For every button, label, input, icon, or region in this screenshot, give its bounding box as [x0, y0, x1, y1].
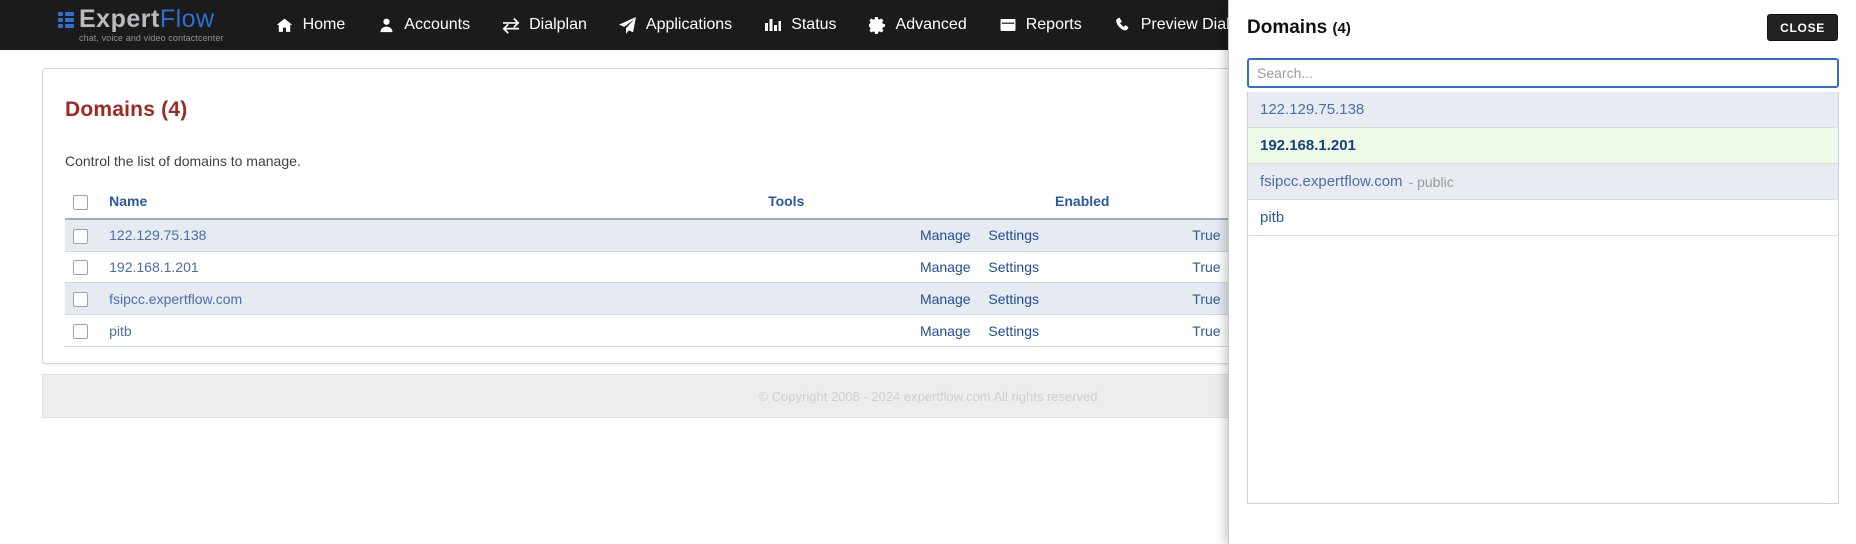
row-name-cell: pitb: [101, 314, 761, 347]
brand-tagline: chat, voice and video contactcenter: [79, 33, 224, 43]
panel-title-main: Domains: [1247, 17, 1328, 38]
nav-item-label: Accounts: [404, 16, 471, 33]
nav-item-label: Status: [791, 16, 837, 33]
row-name-cell: fsipcc.expertflow.com: [101, 282, 761, 316]
gear-icon: [869, 16, 887, 34]
row-name-cell: 192.168.1.201: [101, 251, 761, 284]
row-name-cell: 122.129.75.138: [101, 218, 761, 252]
nav-item-applications[interactable]: Applications: [603, 0, 748, 50]
row-tools-cell: Manage Settings: [760, 251, 1048, 284]
paper-plane-icon: [619, 16, 637, 34]
card-description: Control the list of domains to manage.: [65, 153, 301, 169]
list-item-name: 192.168.1.201: [1260, 137, 1356, 154]
nav-item-label: Advanced: [895, 16, 967, 33]
exchange-arrows-icon: [502, 16, 520, 34]
phone-icon: [1114, 16, 1132, 34]
list-item-name: 122.129.75.138: [1260, 101, 1365, 118]
nav-item-label: Reports: [1025, 16, 1082, 33]
search-input[interactable]: [1247, 58, 1839, 88]
domain-name-link[interactable]: fsipcc.expertflow.com: [109, 290, 243, 307]
row-select-cell: [65, 282, 102, 316]
domain-name-link[interactable]: 122.129.75.138: [109, 227, 207, 244]
panel-title-count: (4): [1332, 20, 1351, 37]
settings-link[interactable]: Settings: [988, 290, 1040, 307]
nav-item-dialplan[interactable]: Dialplan: [486, 0, 603, 50]
row-tools-cell: Manage Settings: [760, 282, 1048, 316]
nav-links: Home Accounts Dialplan Applications Stat: [260, 0, 1260, 50]
domain-selector-panel: Domains (4) CLOSE 122.129.75.138 192.168…: [1228, 0, 1856, 544]
manage-link[interactable]: Manage: [919, 290, 971, 307]
row-checkbox[interactable]: [73, 260, 88, 276]
list-empty-space: [1248, 236, 1838, 272]
row-tools-cell: Manage Settings: [760, 314, 1048, 347]
nav-item-reports[interactable]: Reports: [983, 0, 1098, 50]
copyright-text: © Copyright 2008 - 2024 expertflow.com A…: [758, 388, 1098, 404]
settings-link[interactable]: Settings: [988, 258, 1040, 275]
brand-name-light: Flow: [159, 5, 215, 33]
row-checkbox[interactable]: [73, 228, 88, 244]
list-item-sub: - public: [1408, 173, 1454, 190]
nav-item-label: Preview Dialer: [1140, 16, 1244, 33]
row-tools-cell: Manage Settings: [760, 218, 1048, 252]
brand-text: ExpertFlow chat, voice and video contact…: [79, 7, 224, 43]
row-checkbox[interactable]: [73, 292, 88, 308]
manage-link[interactable]: Manage: [919, 322, 971, 339]
manage-link[interactable]: Manage: [919, 258, 971, 275]
domain-list[interactable]: 122.129.75.138 192.168.1.201 fsipcc.expe…: [1247, 92, 1839, 504]
enabled-value: True: [1192, 322, 1221, 339]
home-icon: [276, 16, 294, 34]
page-title: Domains (4): [65, 98, 188, 121]
panel-header: Domains (4) CLOSE: [1229, 0, 1856, 56]
manage-link[interactable]: Manage: [919, 227, 971, 244]
close-button[interactable]: CLOSE: [1767, 14, 1838, 41]
nav-item-advanced[interactable]: Advanced: [853, 0, 983, 50]
row-select-cell: [65, 218, 102, 252]
enabled-value: True: [1192, 290, 1221, 307]
column-header-name[interactable]: Name: [101, 187, 761, 220]
nav-item-accounts[interactable]: Accounts: [361, 0, 486, 50]
row-select-cell: [65, 251, 102, 284]
domain-name-link[interactable]: pitb: [109, 322, 132, 339]
list-item-name: pitb: [1260, 209, 1285, 226]
row-select-cell: [65, 314, 102, 347]
window-icon: [999, 16, 1017, 34]
enabled-value: True: [1192, 258, 1221, 275]
nav-item-preview-dialer[interactable]: Preview Dialer: [1098, 0, 1260, 50]
nav-item-label: Applications: [645, 16, 733, 33]
settings-link[interactable]: Settings: [988, 322, 1040, 339]
column-header-tools: Tools: [760, 187, 1048, 220]
brand-name-strong: Expert: [79, 5, 160, 33]
panel-title: Domains (4): [1247, 17, 1351, 39]
nav-item-label: Dialplan: [529, 16, 587, 33]
list-item[interactable]: 192.168.1.201: [1248, 128, 1838, 164]
nav-item-label: Home: [302, 16, 346, 33]
row-checkbox[interactable]: [73, 323, 88, 339]
user-icon: [377, 16, 395, 34]
list-item[interactable]: pitb: [1248, 200, 1838, 236]
enabled-value: True: [1192, 227, 1221, 244]
list-item-name: fsipcc.expertflow.com: [1260, 173, 1403, 190]
nav-item-status[interactable]: Status: [748, 0, 852, 50]
list-item[interactable]: 122.129.75.138: [1248, 92, 1838, 128]
domain-name-link[interactable]: 192.168.1.201: [109, 258, 199, 275]
logo-dots-icon: [58, 12, 74, 28]
select-all-header: [65, 187, 102, 220]
brand-logo[interactable]: ExpertFlow chat, voice and video contact…: [58, 0, 224, 50]
settings-link[interactable]: Settings: [988, 227, 1040, 244]
bar-chart-icon: [764, 16, 782, 34]
nav-item-home[interactable]: Home: [260, 0, 362, 50]
select-all-checkbox[interactable]: [73, 194, 88, 210]
list-item[interactable]: fsipcc.expertflow.com - public: [1248, 164, 1838, 200]
